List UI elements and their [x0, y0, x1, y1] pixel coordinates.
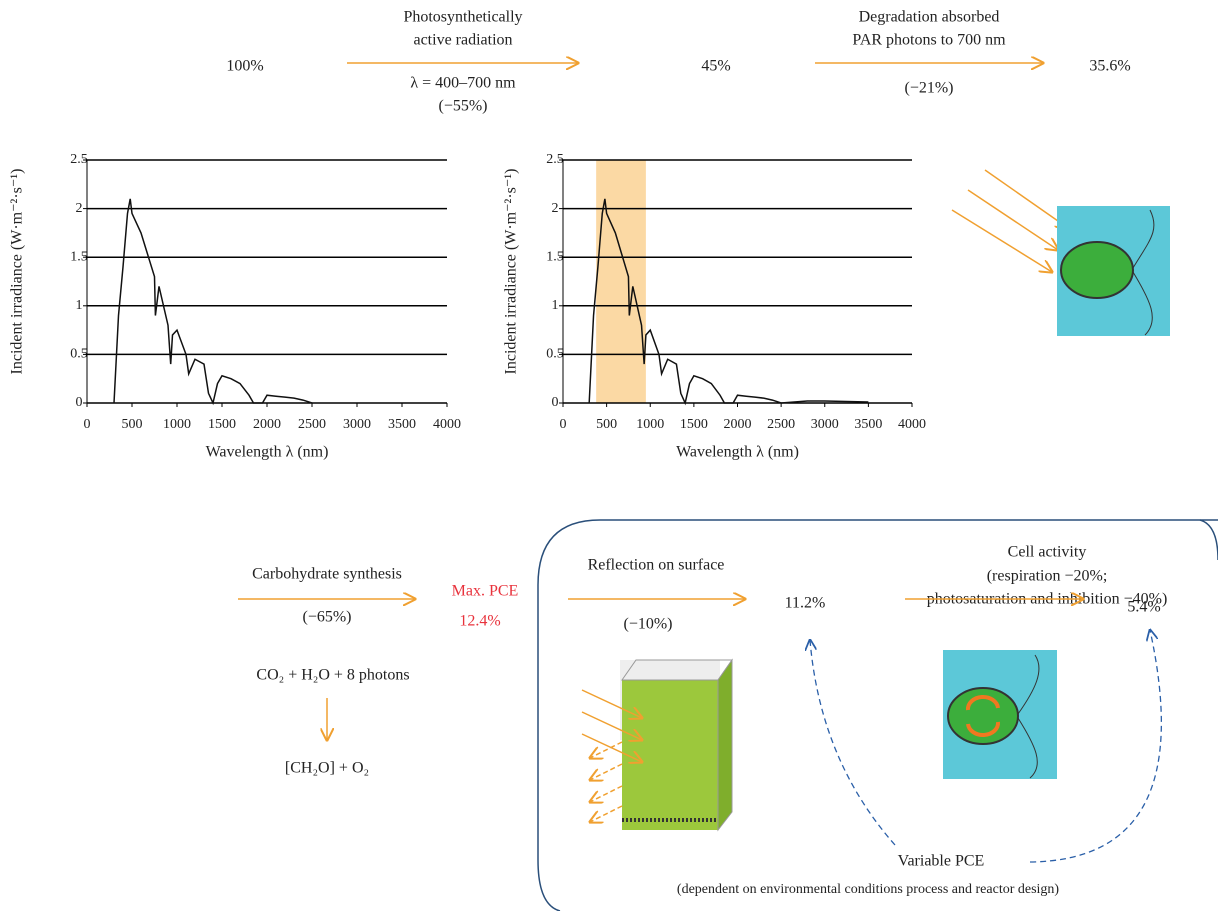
y-tick-label: 2 — [76, 201, 83, 216]
step-label: active radiation — [413, 32, 512, 49]
loss: (−21%) — [904, 80, 953, 97]
x-tick-label: 2500 — [298, 417, 326, 432]
x-tick-label: 3500 — [388, 417, 416, 432]
x-tick-label: 2000 — [253, 417, 281, 432]
value: 5.4% — [1127, 599, 1160, 616]
x-axis-title: Wavelength λ (nm) — [676, 444, 799, 461]
spectrum-line — [114, 199, 312, 403]
x-tick-label: 500 — [596, 417, 617, 432]
reactor — [622, 680, 718, 830]
x-tick-label: 0 — [560, 417, 567, 432]
loss: (−65%) — [302, 609, 351, 626]
products: [CH₂O] + O₂ — [285, 760, 369, 777]
diagram: 100% Photosynthetically active radiation… — [0, 0, 1218, 911]
variable-note: (dependent on environmental conditions p… — [677, 882, 1059, 897]
reactants: CO₂ + H₂O + 8 photons — [256, 667, 409, 684]
frame — [1200, 520, 1218, 560]
x-tick-label: 4000 — [433, 417, 461, 432]
value: 35.6% — [1089, 58, 1130, 75]
y-tick-label: 1 — [552, 298, 559, 313]
x-tick-label: 500 — [122, 417, 143, 432]
dashed-link — [810, 640, 895, 845]
loss: (−10%) — [623, 616, 672, 633]
x-tick-label: 2000 — [724, 417, 752, 432]
x-tick-label: 1500 — [680, 417, 708, 432]
x-tick-label: 4000 — [898, 417, 926, 432]
y-tick-label: 1 — [76, 298, 83, 313]
y-axis-title: Incident irradiance (W·m⁻²·s⁻¹) — [9, 169, 26, 375]
x-tick-label: 3000 — [343, 417, 371, 432]
x-tick-label: 3000 — [811, 417, 839, 432]
y-tick-label: 0 — [76, 395, 83, 410]
light-ray — [952, 210, 1052, 272]
range: λ = 400–700 nm — [410, 75, 516, 92]
y-axis-title: Incident irradiance (W·m⁻²·s⁻¹) — [503, 169, 520, 375]
step-label: Carbohydrate synthesis — [252, 566, 402, 583]
x-axis-title: Wavelength λ (nm) — [206, 444, 329, 461]
step-label: Cell activity — [1008, 544, 1087, 561]
max-pce-label: Max. PCE — [452, 583, 519, 600]
light-ray — [968, 190, 1058, 250]
par-band — [596, 160, 646, 403]
y-tick-label: 2 — [552, 201, 559, 216]
value: 45% — [701, 58, 730, 75]
x-tick-label: 0 — [84, 417, 91, 432]
value: 11.2% — [785, 595, 826, 612]
x-tick-label: 1500 — [208, 417, 236, 432]
step-label: (respiration −20%; — [987, 568, 1108, 585]
reflected-ray — [590, 764, 622, 780]
cell — [1061, 242, 1133, 298]
reactor-side — [718, 660, 732, 830]
variable-pce: Variable PCE — [898, 853, 985, 870]
x-tick-label: 1000 — [163, 417, 191, 432]
start-value: 100% — [226, 58, 263, 75]
reflected-ray — [590, 786, 622, 802]
loss: (−55%) — [438, 98, 487, 115]
max-pce-value: 12.4% — [459, 613, 500, 630]
x-tick-label: 3500 — [854, 417, 882, 432]
step-label: Degradation absorbed — [859, 9, 1000, 26]
x-tick-label: 1000 — [636, 417, 664, 432]
step-label: PAR photons to 700 nm — [852, 32, 1006, 49]
step-label: Reflection on surface — [588, 557, 725, 574]
x-tick-label: 2500 — [767, 417, 795, 432]
light-ray — [985, 170, 1068, 228]
y-tick-label: 0 — [552, 395, 559, 410]
step-label: Photosynthetically — [403, 9, 522, 26]
reflected-ray — [590, 806, 622, 822]
